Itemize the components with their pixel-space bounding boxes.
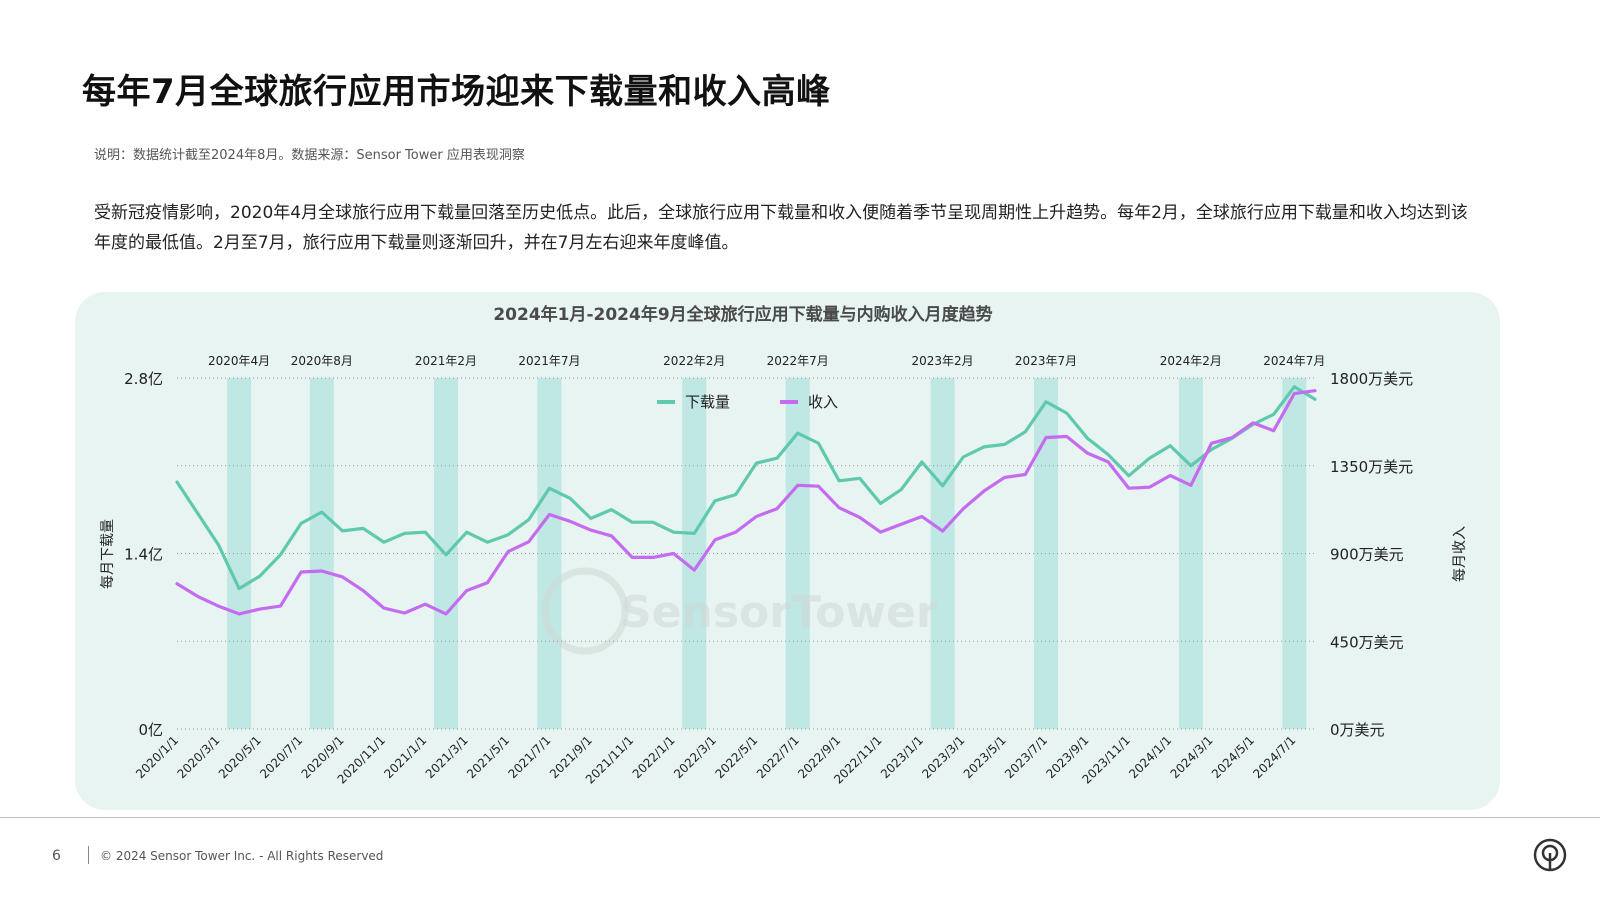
revenue-line (175, 389, 1317, 616)
chart-panel: SensorTower 2020年4月 2020年8月 2021年2月 2021年7月… (75, 292, 1500, 810)
y-right-tick-label: 450万美元 (1330, 633, 1404, 651)
legend: 下载量 收入 (657, 393, 838, 411)
x-tick-label: 2021/3/1 (423, 733, 471, 781)
x-tick-label: 2022/7/1 (754, 733, 802, 781)
y-right-tick-label: 900万美元 (1330, 546, 1404, 564)
y-right-tick-label: 1350万美元 (1330, 458, 1413, 476)
page-title: 每年7月全球旅行应用市场迎来下载量和收入高峰 (82, 72, 831, 112)
series-lines (175, 385, 1317, 616)
highlight-band (930, 378, 955, 729)
highlight-label: 2023年2月 (911, 354, 973, 368)
x-tick-label: 2020/1/1 (133, 733, 181, 781)
x-tick-label: 2022/3/1 (671, 733, 719, 781)
data-source-note: 说明：数据统计截至2024年8月。数据来源：Sensor Tower 应用表现洞… (94, 148, 525, 163)
highlight-band (227, 378, 252, 729)
highlight-label: 2022年7月 (767, 354, 829, 368)
highlight-label: 2020年4月 (208, 354, 270, 368)
highlight-label: 2021年2月 (415, 354, 477, 368)
highlight-bands (227, 378, 1307, 729)
x-tick-label: 2023/1/1 (878, 733, 926, 781)
highlight-label: 2023年7月 (1015, 354, 1077, 368)
highlight-label: 2021年7月 (518, 354, 580, 368)
x-tick-label: 2020/7/1 (257, 733, 305, 781)
y-left-tick-label: 2.8亿 (124, 370, 163, 388)
highlight-label: 2020年8月 (291, 354, 353, 368)
y-left-axis-label: 每月下载量 (100, 519, 116, 589)
grid-lines (177, 377, 1315, 730)
y-right-tick-label: 0万美元 (1330, 721, 1385, 739)
sensortower-logo-icon (1533, 838, 1567, 872)
copyright-text: © 2024 Sensor Tower Inc. - All Rights Re… (100, 849, 384, 863)
highlight-band (1178, 378, 1203, 729)
watermark-logo-icon (541, 567, 629, 655)
y-left-tick-label: 1.4亿 (124, 546, 163, 564)
x-tick-label: 2021/5/1 (464, 733, 512, 781)
x-tick-label: 2024/7/1 (1250, 733, 1298, 781)
footer-divider (0, 817, 1600, 818)
y-right-axis-label: 每月收入 (1452, 526, 1468, 582)
highlight-band (682, 378, 707, 729)
legend-label-downloads: 下载量 (685, 393, 730, 411)
x-tick-label: 2020/5/1 (216, 733, 264, 781)
highlight-label: 2024年2月 (1160, 354, 1222, 368)
x-tick-label: 2020/3/1 (174, 733, 222, 781)
chart-title: 2024年1月-2024年9月全球旅行应用下载量与内购收入月度趋势 (493, 304, 992, 325)
highlight-label: 2022年2月 (663, 354, 725, 368)
trend-chart: SensorTower 2020年4月 2020年8月 2021年2月 2021年7月… (100, 304, 1468, 787)
highlight-label: 2024年7月 (1263, 354, 1325, 368)
x-tick-label: 2023/3/1 (919, 733, 967, 781)
downloads-line (175, 385, 1317, 591)
page-number: 6 (52, 848, 61, 864)
x-tick-label: 2024/3/1 (1168, 733, 1216, 781)
y-left-tick-label: 0亿 (138, 721, 163, 739)
x-tick-label: 2023/7/1 (1002, 733, 1050, 781)
y-right-tick-label: 1800万美元 (1330, 370, 1413, 388)
x-tick-label: 2021/1/1 (381, 733, 429, 781)
x-tick-label: 2023/5/1 (961, 733, 1009, 781)
x-tick-label: 2022/5/1 (712, 733, 760, 781)
x-tick-label: 2022/1/1 (630, 733, 678, 781)
watermark: SensorTower (620, 587, 938, 638)
highlight-band (1282, 378, 1307, 729)
x-tick-label: 2024/5/1 (1209, 733, 1257, 781)
legend-label-revenue: 收入 (808, 393, 838, 411)
description-paragraph: 受新冠疫情影响，2020年4月全球旅行应用下载量回落至历史低点。此后，全球旅行应… (94, 203, 1468, 253)
footer-separator (88, 846, 89, 864)
x-tick-label: 2021/7/1 (506, 733, 554, 781)
x-tick-label: 2024/1/1 (1126, 733, 1174, 781)
